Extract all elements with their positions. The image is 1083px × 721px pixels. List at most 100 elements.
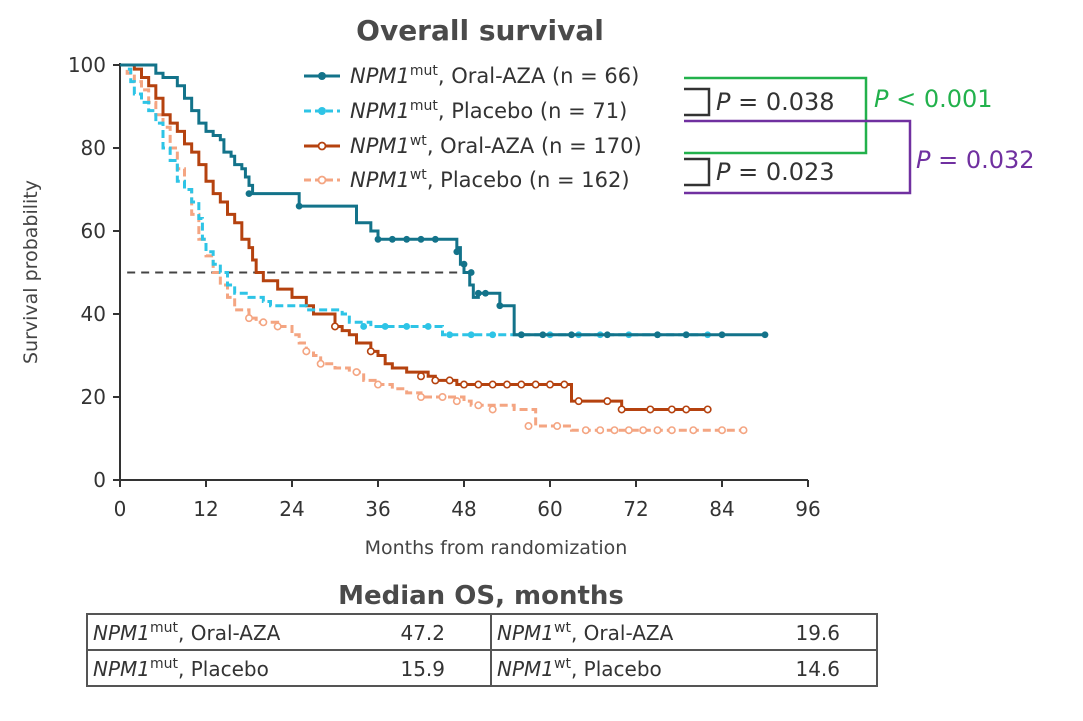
y-tick-label: 60	[81, 219, 106, 243]
x-tick-label: 72	[623, 497, 648, 521]
legend-entry: NPM1wt, Placebo (n = 162)	[350, 167, 630, 192]
censor-mark	[452, 397, 461, 406]
censor-mark	[682, 331, 690, 339]
survival-curve	[120, 63, 708, 411]
comparison-bracket	[684, 157, 711, 187]
censor-mark	[639, 426, 648, 435]
y-axis-label: Survival probability	[20, 180, 42, 364]
censor-mark	[667, 426, 676, 435]
y-tick-label: 80	[81, 136, 106, 160]
censor-mark	[654, 331, 661, 339]
censor-mark	[617, 405, 626, 414]
censor-mark	[489, 331, 497, 339]
censor-mark	[488, 380, 497, 389]
censor-mark	[467, 331, 475, 339]
table-cell-value: 15.9	[400, 657, 445, 681]
censor-mark	[717, 426, 726, 435]
censor-mark	[295, 202, 303, 210]
censor-mark	[474, 401, 483, 410]
y-tick-label: 40	[81, 302, 106, 326]
comparison-bracket	[684, 76, 868, 155]
legend-entry: NPM1mut, Oral-AZA (n = 66)	[350, 63, 639, 88]
legend-entry: NPM1wt, Oral-AZA (n = 170)	[350, 133, 642, 158]
censor-mark	[624, 426, 633, 435]
censor-mark	[574, 397, 583, 406]
censor-mark	[488, 405, 497, 414]
censor-mark	[431, 235, 439, 243]
table-cell-label: NPM1mut, Oral-AZA	[93, 620, 281, 645]
x-tick-label: 24	[279, 497, 304, 521]
censor-mark	[531, 380, 540, 389]
censor-mark	[374, 235, 382, 243]
median-os-table: NPM1mut, Oral-AZA 47.2 NPM1wt, Oral-AZA 19.…	[86, 613, 878, 687]
legend: NPM1mut, Oral-AZA (n = 66) NPM1mut, Place…	[304, 63, 642, 192]
table-cell-label: NPM1mut, Placebo	[93, 656, 269, 681]
survival-curves	[120, 63, 769, 435]
x-tick-label: 0	[114, 497, 127, 521]
comparison-bracket	[684, 119, 912, 195]
legend-swatch-marker	[318, 107, 326, 115]
x-tick-label: 12	[193, 497, 218, 521]
censor-mark	[446, 331, 454, 339]
p-value-label: P = 0.038	[716, 88, 835, 116]
censor-mark	[560, 380, 569, 389]
censor-mark	[539, 331, 547, 339]
censor-mark	[596, 426, 605, 435]
censor-mark	[403, 323, 411, 330]
censor-mark	[517, 331, 525, 339]
censor-mark	[482, 289, 489, 297]
chart-title: Overall survival	[356, 14, 604, 47]
censor-mark	[646, 405, 655, 414]
series-2	[120, 63, 712, 414]
censor-mark	[416, 372, 425, 381]
p-value-brackets: P = 0.038 P = 0.023 P < 0.001 P = 0.032	[684, 76, 1035, 195]
censor-mark	[517, 380, 526, 389]
legend-swatch-marker	[318, 72, 326, 80]
censor-mark	[245, 190, 253, 198]
censor-mark	[682, 405, 691, 414]
censor-mark	[330, 322, 339, 331]
x-tick-label: 84	[709, 497, 734, 521]
censor-mark	[424, 323, 432, 330]
legend-entry: NPM1mut, Placebo (n = 71)	[350, 98, 627, 123]
series-0	[120, 63, 769, 339]
censor-mark	[373, 380, 382, 389]
censor-mark	[381, 323, 389, 330]
censor-mark	[403, 235, 411, 243]
censor-mark	[360, 323, 368, 330]
x-axis-label: Months from randomization	[365, 537, 628, 559]
censor-mark	[524, 422, 533, 431]
censor-mark	[703, 405, 712, 414]
series-3	[120, 63, 748, 435]
table-cell-label: NPM1wt, Placebo	[497, 656, 662, 681]
censor-mark	[610, 426, 619, 435]
censor-mark	[417, 235, 425, 243]
x-tick-label: 36	[365, 497, 390, 521]
censor-mark	[474, 380, 483, 389]
legend-swatch-marker	[317, 175, 327, 185]
censor-mark	[273, 322, 282, 331]
table-cell-value: 47.2	[400, 621, 445, 645]
y-tick-label: 20	[81, 385, 106, 409]
censor-mark	[603, 331, 611, 339]
censor-mark	[568, 331, 575, 339]
p-value-label: P = 0.023	[716, 158, 835, 186]
censor-mark	[460, 260, 468, 268]
censor-mark	[496, 302, 504, 310]
table-cell-label: NPM1wt, Oral-AZA	[497, 620, 674, 645]
censor-mark	[667, 405, 676, 414]
censor-mark	[366, 347, 375, 356]
censor-mark	[431, 376, 440, 385]
censor-mark	[761, 331, 769, 339]
censor-mark	[467, 269, 475, 276]
censor-mark	[388, 235, 396, 243]
censor-mark	[553, 422, 562, 431]
p-value-label: P < 0.001	[874, 85, 993, 113]
censor-mark	[474, 289, 482, 297]
median-table-title: Median OS, months	[338, 581, 624, 611]
survival-curve	[120, 63, 765, 337]
censor-mark	[352, 368, 361, 377]
legend-swatch-marker	[317, 141, 327, 151]
censor-mark	[603, 397, 612, 406]
